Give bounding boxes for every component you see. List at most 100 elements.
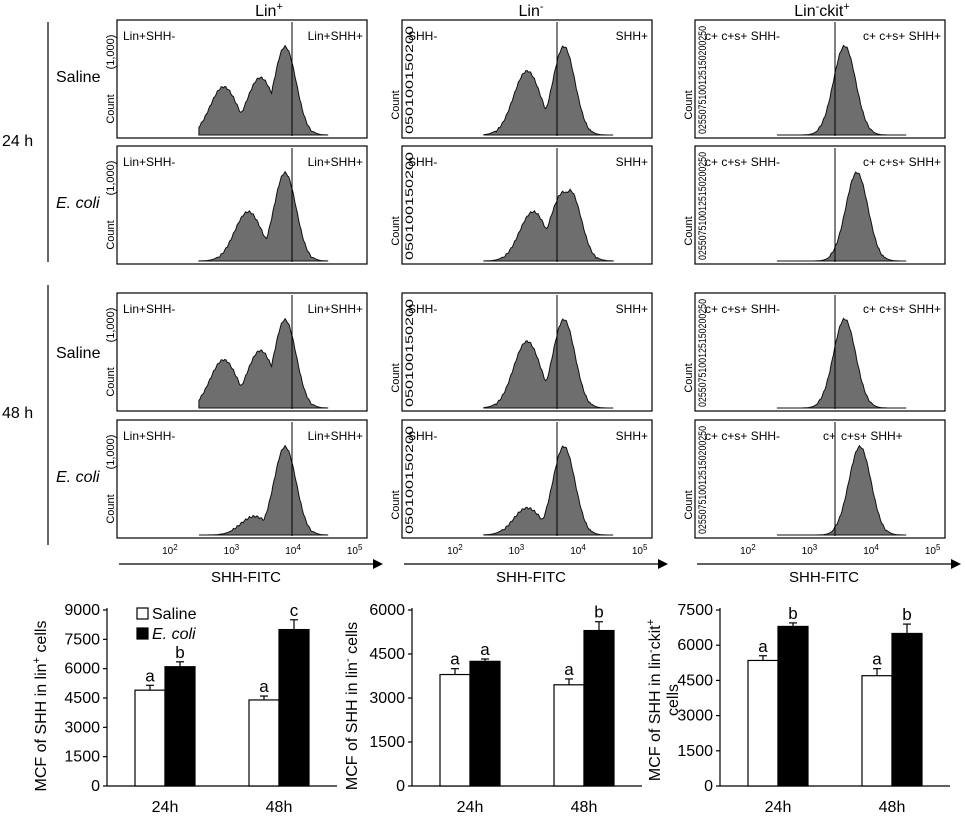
y-axis-label: MCF of SHH in lin-ckit+ xyxy=(645,619,664,781)
histogram-panel-48h-saline-lin-pos: Lin+SHH- Lin+SHH+ Count (1,000) xyxy=(105,292,368,412)
decade-tick-label: 105 xyxy=(925,543,941,558)
y-axis-label: MCF of SHH in lin+ cells xyxy=(31,621,50,792)
decade-tick-label: 103 xyxy=(224,543,240,558)
significance-letter: b xyxy=(788,604,797,623)
x-category-label: 48h xyxy=(571,799,598,816)
y-tick-label: 6000 xyxy=(369,602,405,619)
histogram-panel-48h-saline-ckit: c+ c+s+ SHH-c+ c+s+ SHH+ Count 02550751001… xyxy=(683,292,946,412)
decade-tick-label: 102 xyxy=(162,543,178,558)
bar-chart-3: 0 1500 3000 4500 6000 7500 MCF of SHH in lin-c… xyxy=(645,602,950,816)
histogram-curve xyxy=(198,170,329,262)
gate-label-negative: SHH- xyxy=(408,29,437,43)
histogram-curve xyxy=(776,444,907,536)
fitc-axis-col-1: 102 103 104 105 SHH-FITC xyxy=(119,543,383,586)
histogram-panel-24h-saline-lin-neg: SHH- SHH+ Count 050100150200 xyxy=(390,19,653,139)
fitc-axis-label: SHH-FITC xyxy=(496,569,566,586)
histogram-curve xyxy=(776,317,907,409)
count-axis-label: Count xyxy=(105,220,117,249)
gate-label-positive: Lin+SHH+ xyxy=(308,429,363,443)
y-tick-label: 7500 xyxy=(64,631,100,648)
histogram-frame xyxy=(694,145,946,265)
count-scale-label: (1,000) xyxy=(105,35,117,70)
bar-saline-48h xyxy=(553,684,585,787)
count-tick-labels: 0255075100125150200250 xyxy=(697,152,709,260)
count-axis-label: Count xyxy=(390,216,402,245)
histogram-panel-24h-ecoli-ckit: c+ c+s+ SHH-c+ c+s+ SHH+ Count 02550751001… xyxy=(683,145,946,265)
legend-swatch-2 xyxy=(136,627,149,640)
fitc-axis-arrow xyxy=(658,559,668,569)
fitc-x-axes: 102 103 104 105 SHH-FITC 102 103 104 105 SHH-FITC… xyxy=(119,543,961,586)
decade-tick-label: 104 xyxy=(863,543,879,558)
fitc-axis-arrow xyxy=(951,559,961,569)
count-axis-label: Count xyxy=(683,363,695,392)
column-header-ckit: Lin-ckit+ xyxy=(794,1,849,20)
gate-label-negative: Lin+SHH- xyxy=(123,302,175,316)
y-tick-label: 6000 xyxy=(64,661,100,678)
histogram-panel-48h-ecoli-ckit: c+ c+s+ SHH-c+ c+s+ SHH+ Count 025507510012… xyxy=(683,419,946,539)
histogram-curve xyxy=(776,171,907,262)
bar-ecoli-48h xyxy=(891,632,923,787)
gate-label-positive: c+ c+s+ SHH+ xyxy=(863,302,941,316)
x-category-label: 48h xyxy=(879,799,906,816)
gate-label-positive: Lin+SHH+ xyxy=(308,29,363,43)
count-axis-label: Count xyxy=(390,90,402,119)
histogram-panel-24h-ecoli-lin-pos: Lin+SHH- Lin+SHH+ Count (1,000) xyxy=(105,145,368,265)
count-axis-label: Count xyxy=(390,363,402,392)
fitc-axis-col-2: 102 103 104 105 SHH-FITC xyxy=(404,543,668,586)
gate-label-negative: c+ c+s+ SHH- xyxy=(705,302,780,316)
count-axis-label: Count xyxy=(683,90,695,119)
histogram-curve xyxy=(483,445,614,536)
gate-label-positive: SHH+ xyxy=(616,429,648,443)
row-label-ecoli-24h: E. coli xyxy=(56,195,100,212)
significance-letter: b xyxy=(175,643,184,662)
decade-tick-label: 104 xyxy=(570,543,586,558)
column-header-lin-pos: Lin+ xyxy=(255,1,283,20)
gate-label-positive: SHH+ xyxy=(616,302,648,316)
bar-ecoli-24h xyxy=(164,666,196,787)
bar-chart-2: 0 1500 3000 4500 6000 MCF of SHH in lin- cell… xyxy=(342,602,642,816)
gate-label-negative: c+ c+s+ SHH- xyxy=(705,429,780,443)
time-label-24h: 24 h xyxy=(2,133,33,150)
histogram-panel-24h-saline-ckit: c+ c+s+ SHH-c+ c+s+ SHH+ Count 02550751001… xyxy=(683,19,946,139)
gate-label-positive: Lin+SHH+ xyxy=(308,302,363,316)
significance-letter: b xyxy=(902,605,911,624)
bar-saline-24h xyxy=(747,659,779,787)
count-scale-label: (1,000) xyxy=(105,308,117,343)
time-label-48h: 48 h xyxy=(2,405,33,422)
count-axis-label: Count xyxy=(683,490,695,519)
legend-label-1: Saline xyxy=(152,606,197,623)
decade-tick-label: 103 xyxy=(802,543,818,558)
bar-chart-1: 0 1500 3000 4500 6000 7500 9000 MCF of SHH in l… xyxy=(31,601,337,816)
x-category-label: 24h xyxy=(457,799,484,816)
fitc-axis-label: SHH-FITC xyxy=(211,569,281,586)
row-label-saline-24h: Saline xyxy=(56,69,101,86)
gate-label-negative: Lin+SHH- xyxy=(123,29,175,43)
histogram-curve xyxy=(483,45,614,136)
y-tick-label: 6000 xyxy=(677,637,713,654)
count-tick-labels: 050100150200 xyxy=(404,299,416,407)
significance-letter: b xyxy=(594,603,603,622)
significance-letter: a xyxy=(145,666,155,685)
row-label-saline-48h: Saline xyxy=(56,345,101,362)
bar-saline-24h xyxy=(134,689,166,787)
bar-saline-24h xyxy=(439,673,471,787)
y-tick-label: 3000 xyxy=(64,719,100,736)
gate-label-positive: Lin+SHH+ xyxy=(308,155,363,169)
bar-saline-48h xyxy=(861,675,893,787)
gate-label-negative: Lin+SHH- xyxy=(123,155,175,169)
decade-tick-label: 102 xyxy=(740,543,756,558)
x-category-label: 48h xyxy=(266,799,293,816)
histogram-frame xyxy=(694,419,946,539)
histogram-curve xyxy=(198,317,329,409)
histogram-panel-48h-ecoli-lin-neg: SHH- SHH+ Count 050100150200 xyxy=(390,419,653,539)
gate-label-positive: c+s+ SHH+ xyxy=(841,429,903,443)
histogram-panel-48h-saline-lin-neg: SHH- SHH+ Count 050100150200 xyxy=(390,292,653,412)
legend-label-2: E. coli xyxy=(152,626,196,643)
histogram-grid: Lin+SHH- Lin+SHH+ Count (1,000) SHH- SHH+ Coun… xyxy=(105,19,946,539)
histogram-panel-24h-ecoli-lin-neg: SHH- SHH+ Count 050100150200 xyxy=(390,145,653,265)
significance-letter: a xyxy=(450,650,460,669)
significance-letter: a xyxy=(259,677,269,696)
gate-label-negative: SHH- xyxy=(408,302,437,316)
significance-letter: a xyxy=(872,650,882,669)
decade-tick-label: 104 xyxy=(285,543,301,558)
